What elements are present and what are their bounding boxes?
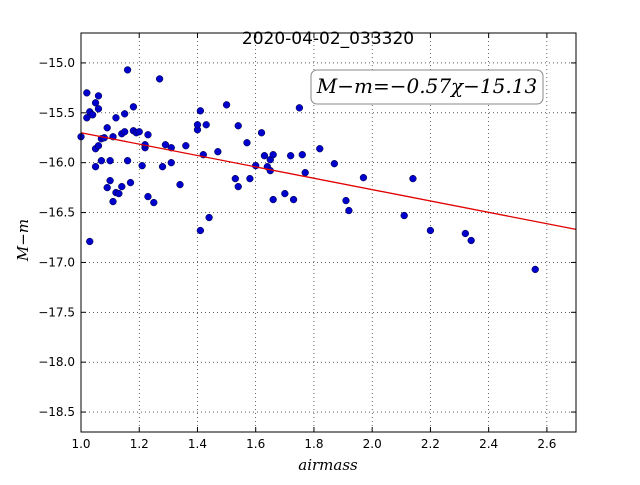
data-point bbox=[286, 152, 295, 160]
grid bbox=[81, 33, 576, 432]
y-tick-label: −15.0 bbox=[38, 56, 75, 70]
data-point bbox=[400, 211, 408, 220]
x-tick-label: 2.2 bbox=[421, 437, 440, 451]
y-tick-label: −18.5 bbox=[38, 405, 75, 419]
data-point bbox=[135, 128, 143, 136]
data-point bbox=[88, 111, 97, 119]
y-tick-label: −18.0 bbox=[38, 355, 75, 369]
data-point bbox=[86, 237, 94, 246]
y-tick-label: −16.0 bbox=[38, 156, 75, 170]
data-point bbox=[126, 178, 135, 187]
data-point bbox=[121, 128, 129, 136]
data-point bbox=[91, 163, 100, 171]
x-tick-label: 1.8 bbox=[304, 437, 323, 451]
y-tick-label: −17.5 bbox=[38, 305, 75, 319]
data-point bbox=[144, 192, 152, 201]
data-point bbox=[260, 152, 269, 160]
data-point bbox=[234, 122, 242, 130]
y-tick-label: −17.0 bbox=[38, 255, 75, 269]
data-point bbox=[342, 196, 350, 205]
data-point bbox=[193, 121, 202, 129]
data-point bbox=[531, 265, 539, 274]
x-tick-label: 1.4 bbox=[188, 437, 207, 451]
chart-title: 2020-04-02_033320 bbox=[242, 29, 414, 49]
data-point bbox=[345, 206, 353, 215]
data-point bbox=[144, 131, 152, 139]
data-point bbox=[301, 169, 309, 177]
data-point bbox=[269, 195, 277, 204]
data-point bbox=[246, 174, 254, 183]
data-point bbox=[83, 89, 91, 97]
y-axis-label: M−m bbox=[14, 219, 32, 262]
fit-legend-box bbox=[310, 69, 544, 105]
x-tick-label: 1.6 bbox=[246, 437, 265, 451]
data-point bbox=[222, 101, 231, 109]
data-point bbox=[257, 129, 266, 137]
y-tick-label: −15.5 bbox=[38, 106, 75, 120]
data-point bbox=[83, 114, 91, 122]
data-point bbox=[112, 114, 120, 122]
data-point bbox=[196, 226, 205, 235]
data-point bbox=[461, 229, 470, 238]
data-point bbox=[115, 189, 123, 198]
data-point bbox=[91, 99, 100, 107]
data-point bbox=[161, 141, 170, 149]
x-tick-label: 2.6 bbox=[537, 437, 556, 451]
data-point bbox=[409, 174, 417, 183]
data-point bbox=[106, 157, 114, 165]
data-point bbox=[281, 189, 289, 198]
data-point bbox=[94, 142, 103, 150]
data-point bbox=[214, 148, 222, 156]
x-tick-labels: 1.0 1.2 1.4 1.6 1.8 2.0 2.2 2.4 2.6 bbox=[71, 437, 556, 451]
data-point bbox=[243, 139, 251, 147]
data-point bbox=[103, 183, 111, 192]
data-point bbox=[121, 110, 129, 118]
data-point bbox=[269, 151, 277, 159]
data-point bbox=[359, 173, 368, 182]
x-tick-label: 1.0 bbox=[71, 437, 90, 451]
data-point bbox=[295, 104, 304, 112]
data-point bbox=[289, 195, 298, 204]
data-point bbox=[106, 176, 114, 185]
fit-line bbox=[80, 132, 577, 231]
data-point bbox=[167, 159, 175, 167]
data-point bbox=[330, 160, 338, 168]
data-point bbox=[158, 163, 167, 171]
data-point bbox=[123, 157, 132, 165]
data-point bbox=[155, 75, 164, 83]
data-point bbox=[234, 182, 242, 191]
data-point bbox=[150, 198, 158, 207]
data-point bbox=[182, 142, 190, 150]
data-point bbox=[467, 236, 475, 245]
data-point bbox=[129, 103, 138, 111]
plot-frame bbox=[80, 32, 577, 433]
x-tick-label: 2.4 bbox=[479, 437, 498, 451]
data-point bbox=[231, 174, 239, 183]
data-point bbox=[176, 180, 184, 189]
data-point bbox=[123, 66, 132, 74]
data-point bbox=[196, 107, 205, 115]
data-point bbox=[298, 151, 306, 159]
data-point bbox=[94, 105, 103, 113]
data-point bbox=[202, 121, 210, 129]
data-point bbox=[205, 213, 213, 222]
data-point bbox=[103, 124, 111, 132]
fit-legend-label: M−m=−0.57χ−15.13 bbox=[316, 74, 537, 98]
data-point bbox=[109, 197, 117, 206]
x-axis-label: airmass bbox=[298, 456, 358, 474]
data-point bbox=[426, 226, 435, 235]
data-point bbox=[316, 145, 324, 153]
y-tick-labels: −15.0 −15.5 −16.0 −16.5 −17.0 −17.5 −18.0 −18.5 bbox=[38, 56, 75, 419]
y-tick-label: −16.5 bbox=[38, 206, 75, 220]
data-point bbox=[138, 162, 146, 170]
x-tick-label: 1.2 bbox=[130, 437, 149, 451]
axis-ticks bbox=[80, 33, 576, 432]
data-point bbox=[252, 162, 260, 170]
x-tick-label: 2.0 bbox=[363, 437, 382, 451]
data-point bbox=[94, 92, 103, 100]
data-point bbox=[97, 157, 106, 165]
data-point bbox=[118, 182, 126, 191]
